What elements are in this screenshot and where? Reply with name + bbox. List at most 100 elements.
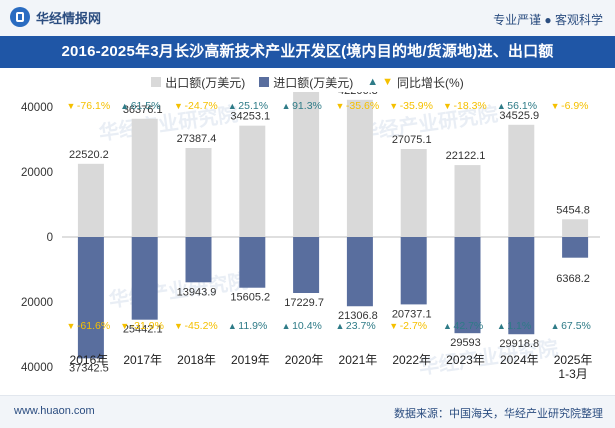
watermark-text: 华经产业研究院 bbox=[97, 102, 239, 145]
export-value-label: 5454.8 bbox=[556, 204, 590, 216]
legend-import: 进口额(万美元) bbox=[259, 74, 353, 91]
export-value-label: 27387.4 bbox=[177, 133, 217, 145]
import-bar bbox=[508, 237, 535, 335]
export-growth-label: 91.3% bbox=[292, 100, 322, 112]
x-category-label: 1-3月 bbox=[558, 367, 587, 381]
export-value-label: 27075.1 bbox=[392, 134, 432, 146]
import-bar bbox=[77, 237, 104, 359]
import-bar bbox=[293, 237, 320, 293]
import-value-label: 21306.8 bbox=[338, 310, 378, 322]
footer-bar: www.huaon.com 数据来源：中国海关，华经产业研究院整理 bbox=[0, 395, 615, 428]
import-bar bbox=[400, 237, 427, 305]
footer-source: 数据来源：中国海关，华经产业研究院整理 bbox=[394, 408, 603, 420]
import-growth-label: 23.7% bbox=[346, 320, 376, 332]
up-triangle-icon: ▲ bbox=[335, 321, 344, 331]
brand-logo-icon bbox=[10, 7, 30, 27]
export-bar bbox=[239, 125, 266, 237]
import-bar bbox=[131, 237, 158, 320]
import-value-label: 13943.9 bbox=[177, 286, 217, 298]
down-triangle-icon: ▼ bbox=[443, 101, 452, 111]
chart-title: 2016-2025年3月长沙高新技术产业开发区(境内目的地/货源地)进、出口额 bbox=[0, 36, 615, 68]
import-growth-label: -61.6% bbox=[77, 320, 110, 332]
footer-url[interactable]: www.huaon.com bbox=[14, 405, 95, 417]
export-growth-label: -76.1% bbox=[77, 100, 110, 112]
import-growth-label: 10.4% bbox=[292, 320, 322, 332]
header-bar: 华经情报网 专业严谨 ● 客观科学 bbox=[0, 0, 615, 37]
x-category-label: 2016年 bbox=[70, 353, 109, 367]
legend-import-label: 进口额(万美元) bbox=[273, 75, 354, 90]
brand-name: 华经情报网 bbox=[36, 10, 102, 26]
down-triangle-icon: ▼ bbox=[335, 101, 344, 111]
import-value-label: 20737.1 bbox=[392, 308, 432, 320]
export-growth-label: -18.3% bbox=[454, 100, 487, 112]
export-bar bbox=[346, 99, 373, 237]
export-value-label: 22520.2 bbox=[69, 149, 109, 161]
y-tick-label: 0 bbox=[47, 232, 53, 244]
brand-logo[interactable]: 华经情报网 bbox=[10, 7, 101, 27]
import-growth-label: 67.5% bbox=[561, 320, 591, 332]
export-growth-label: 25.1% bbox=[238, 100, 268, 112]
down-triangle-icon: ▼ bbox=[66, 321, 75, 331]
x-category-label: 2019年 bbox=[231, 353, 270, 367]
down-triangle-icon: ▼ bbox=[551, 101, 560, 111]
up-triangle-icon: ▲ bbox=[497, 101, 506, 111]
up-triangle-icon: ▲ bbox=[228, 321, 237, 331]
export-bar bbox=[508, 124, 535, 237]
export-value-label: 34253.1 bbox=[230, 111, 270, 123]
import-value-label: 6368.2 bbox=[556, 273, 590, 285]
export-growth-label: -6.9% bbox=[561, 100, 588, 112]
legend-import-swatch bbox=[259, 77, 270, 87]
down-triangle-icon: ▼ bbox=[389, 101, 398, 111]
up-triangle-icon: ▲ bbox=[282, 321, 291, 331]
legend-export-swatch bbox=[151, 77, 162, 87]
up-triangle-icon: ▲ bbox=[228, 101, 237, 111]
chart-legend: 出口额(万美元) 进口额(万美元) ▲ ▼ 同比增长(%) bbox=[0, 73, 615, 91]
legend-export: 出口额(万美元) bbox=[151, 74, 245, 91]
legend-down-triangle-icon: ▼ bbox=[382, 75, 394, 88]
export-bar bbox=[454, 165, 481, 237]
x-category-label: 2018年 bbox=[177, 353, 216, 367]
legend-export-label: 出口额(万美元) bbox=[165, 75, 246, 90]
x-category-label: 2017年 bbox=[123, 353, 162, 367]
import-growth-label: -2.7% bbox=[400, 320, 427, 332]
x-category-label: 2020年 bbox=[285, 353, 324, 367]
legend-growth-label: 同比增长(%) bbox=[397, 75, 464, 90]
y-tick-label: 40000 bbox=[21, 362, 53, 374]
header-tagline: 专业严谨 ● 客观科学 bbox=[493, 13, 603, 27]
chart-canvas: 华经产业研究院华经产业研究院华经产业研究院华经产业研究院800006000040… bbox=[21, 92, 600, 381]
up-triangle-icon: ▲ bbox=[497, 321, 506, 331]
y-tick-label: 20000 bbox=[21, 297, 53, 309]
import-value-label: 29593 bbox=[450, 337, 481, 349]
import-value-label: 25442.1 bbox=[123, 324, 163, 336]
import-bar bbox=[239, 237, 266, 288]
import-bar bbox=[185, 237, 212, 283]
x-category-label: 2021年 bbox=[339, 353, 378, 367]
up-triangle-icon: ▲ bbox=[551, 321, 560, 331]
import-bar bbox=[562, 237, 589, 258]
y-tick-label: 20000 bbox=[21, 167, 53, 179]
y-tick-label: 40000 bbox=[21, 102, 53, 114]
export-bar bbox=[293, 92, 320, 238]
import-bar bbox=[454, 237, 481, 334]
export-bar bbox=[400, 149, 427, 237]
import-growth-label: 11.9% bbox=[238, 320, 267, 332]
import-growth-label: 42.7% bbox=[454, 320, 484, 332]
up-triangle-icon: ▲ bbox=[120, 101, 129, 111]
x-category-label: 2025年 bbox=[554, 353, 593, 367]
import-value-label: 37342.5 bbox=[69, 362, 109, 374]
legend-growth: ▲ ▼ 同比增长(%) bbox=[367, 74, 463, 91]
down-triangle-icon: ▼ bbox=[174, 321, 183, 331]
import-growth-label: 1.1% bbox=[507, 320, 531, 332]
export-value-label: 22122.1 bbox=[446, 150, 486, 162]
import-value-label: 15605.2 bbox=[230, 292, 270, 304]
export-bar bbox=[131, 118, 158, 237]
x-category-label: 2022年 bbox=[392, 353, 431, 367]
export-growth-label: 56.1% bbox=[507, 100, 537, 112]
export-bar bbox=[77, 163, 104, 237]
x-category-label: 2024年 bbox=[500, 353, 539, 367]
export-growth-label: -35.9% bbox=[400, 100, 433, 112]
export-growth-label: 61.5% bbox=[131, 100, 161, 112]
up-triangle-icon: ▲ bbox=[443, 321, 452, 331]
export-growth-label: -24.7% bbox=[185, 100, 218, 112]
legend-up-triangle-icon: ▲ bbox=[367, 75, 379, 88]
